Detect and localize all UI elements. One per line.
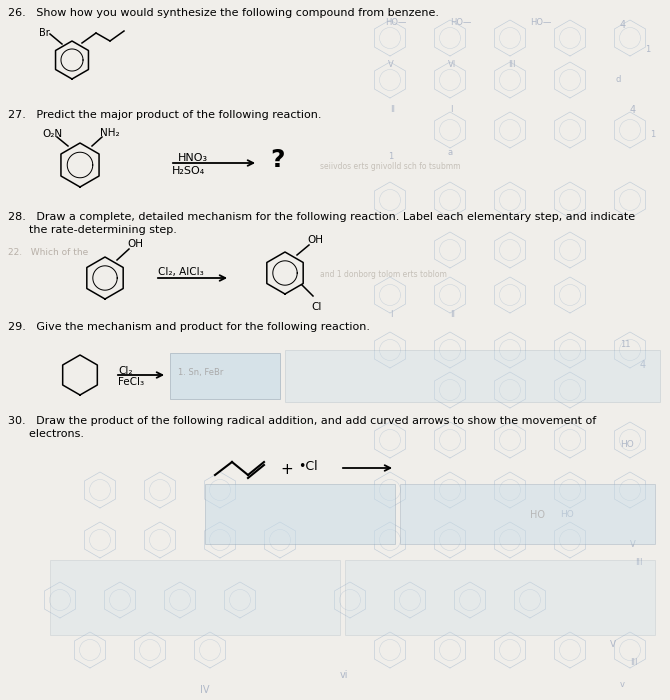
Text: seiivdos erts gnivolld sch fo tsubmm: seiivdos erts gnivolld sch fo tsubmm <box>320 162 460 171</box>
Bar <box>170 353 280 399</box>
Text: 1: 1 <box>650 130 655 139</box>
Text: II: II <box>390 105 395 114</box>
Text: vi: vi <box>340 670 348 680</box>
Text: the rate-determining step.: the rate-determining step. <box>8 225 177 235</box>
Bar <box>205 484 395 544</box>
Text: HO—: HO— <box>385 18 407 27</box>
Text: 11: 11 <box>620 340 630 349</box>
Text: d: d <box>615 75 620 84</box>
Text: HO: HO <box>620 440 634 449</box>
Bar <box>400 484 655 544</box>
Text: 29.   Give the mechanism and product for the following reaction.: 29. Give the mechanism and product for t… <box>8 322 370 332</box>
Text: III: III <box>630 658 637 667</box>
Text: a: a <box>448 148 453 157</box>
Text: +: + <box>280 462 293 477</box>
Text: FeCl₃: FeCl₃ <box>118 377 144 387</box>
Text: HO: HO <box>560 510 574 519</box>
Text: ?: ? <box>270 148 285 172</box>
Text: 4: 4 <box>620 20 626 30</box>
Text: V: V <box>610 640 616 649</box>
Text: V: V <box>388 60 394 69</box>
Text: 26.   Show how you would synthesize the following compound from benzene.: 26. Show how you would synthesize the fo… <box>8 8 439 18</box>
Bar <box>345 560 655 635</box>
Text: HO: HO <box>530 510 545 520</box>
Text: V: V <box>630 540 636 549</box>
Text: v: v <box>620 680 625 689</box>
Text: IV: IV <box>200 685 210 695</box>
Text: 1. Sn, FeBr: 1. Sn, FeBr <box>178 368 223 377</box>
Text: Cl₂: Cl₂ <box>118 366 133 376</box>
Text: VI: VI <box>448 60 456 69</box>
Text: electrons.: electrons. <box>8 429 84 439</box>
Text: 27.   Predict the major product of the following reaction.: 27. Predict the major product of the fol… <box>8 110 322 120</box>
Text: 30.   Draw the product of the following radical addition, and add curved arrows : 30. Draw the product of the following ra… <box>8 416 596 426</box>
Text: 22.   Which of the: 22. Which of the <box>8 248 88 257</box>
Text: OH: OH <box>127 239 143 249</box>
Text: 1: 1 <box>645 45 651 54</box>
Bar <box>285 350 660 402</box>
Text: 1: 1 <box>388 152 393 161</box>
Text: III: III <box>508 60 515 69</box>
Text: •Cl: •Cl <box>298 460 318 473</box>
Text: HO—: HO— <box>450 18 472 27</box>
Text: Br: Br <box>39 28 50 38</box>
Text: Cl: Cl <box>311 302 322 312</box>
Text: II: II <box>450 310 455 319</box>
Text: I: I <box>450 105 452 114</box>
Text: I: I <box>390 310 393 319</box>
Text: H₂SO₄: H₂SO₄ <box>172 166 205 176</box>
Text: NH₂: NH₂ <box>100 128 120 138</box>
Text: 28.   Draw a complete, detailed mechanism for the following reaction. Label each: 28. Draw a complete, detailed mechanism … <box>8 212 635 222</box>
Text: HO—: HO— <box>530 18 551 27</box>
Text: 4: 4 <box>630 105 636 115</box>
Text: III: III <box>635 558 643 567</box>
Text: and 1 donborg tolom erts toblom: and 1 donborg tolom erts toblom <box>320 270 447 279</box>
Bar <box>50 560 340 635</box>
Text: HNO₃: HNO₃ <box>178 153 208 163</box>
Text: O₂N: O₂N <box>42 129 62 139</box>
Text: Cl₂, AlCl₃: Cl₂, AlCl₃ <box>158 267 204 277</box>
Text: OH: OH <box>307 235 323 245</box>
Text: 4: 4 <box>640 360 646 370</box>
